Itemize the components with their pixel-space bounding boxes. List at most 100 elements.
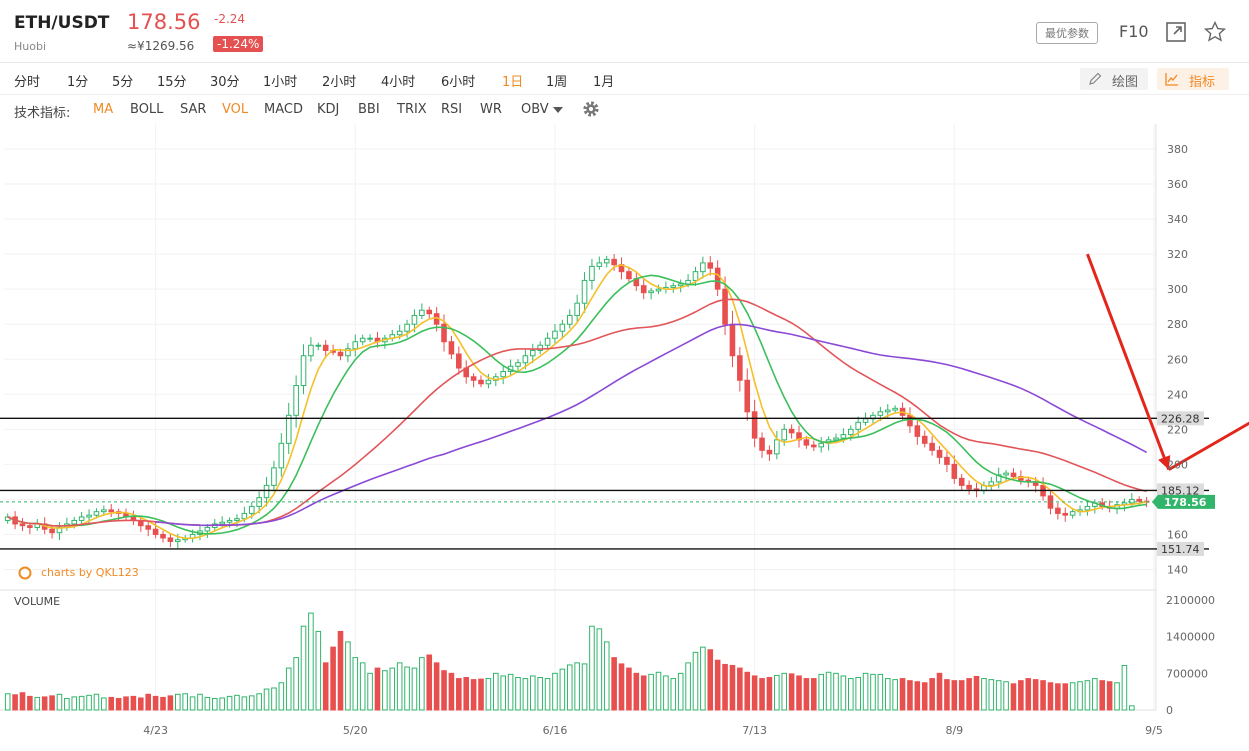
ind-sar[interactable]: SAR xyxy=(180,102,207,117)
candle-body xyxy=(152,528,159,535)
volume-bar xyxy=(4,693,11,711)
expand-icon[interactable] xyxy=(1164,20,1188,44)
volume-bar xyxy=(899,678,906,711)
volume-bar xyxy=(663,675,669,711)
candle-body xyxy=(522,355,529,364)
ind-trix[interactable]: TRIX xyxy=(397,102,427,117)
tf-1d[interactable]: 1日 xyxy=(502,75,524,90)
ind-wr[interactable]: WR xyxy=(480,102,502,117)
volume-bar xyxy=(175,693,181,711)
volume-bar xyxy=(71,696,78,711)
ind-kdj[interactable]: KDJ xyxy=(317,102,340,117)
volume-bar xyxy=(34,696,41,711)
candle-body xyxy=(293,385,299,416)
volume-bar xyxy=(308,612,314,711)
support-resistance-lines: 226.28 185.12 151.74 178.56 xyxy=(0,411,1215,556)
tf-1mo[interactable]: 1月 xyxy=(593,75,615,90)
x-tick-label: 5/20 xyxy=(343,724,368,737)
candle-body xyxy=(300,355,307,387)
volume-bar xyxy=(285,667,292,711)
star-icon[interactable] xyxy=(1203,20,1227,44)
candle-body xyxy=(552,330,558,339)
volume-bar xyxy=(404,666,410,711)
candle-body xyxy=(951,463,958,479)
volume-bar xyxy=(234,694,240,711)
draw-button[interactable]: 绘图 xyxy=(1080,68,1148,90)
volume-bar xyxy=(493,672,499,711)
volume-bar xyxy=(248,695,255,711)
volume-bar xyxy=(197,693,203,711)
kline-chart[interactable]: 226.28 185.12 151.74 178.56 140 160 200 220 240… xyxy=(0,124,1249,751)
tf-1m[interactable]: 1分 xyxy=(67,75,89,90)
candle-body xyxy=(574,302,580,316)
tf-6h[interactable]: 6小时 xyxy=(441,75,476,90)
candle-body xyxy=(448,341,455,355)
pair-title[interactable]: ETH/USDT xyxy=(14,13,110,33)
volume-bar xyxy=(840,675,847,711)
moving-average-lines xyxy=(7,264,1147,540)
volume-bar xyxy=(263,688,270,711)
volume-bar xyxy=(300,625,307,711)
volume-bar xyxy=(182,693,188,711)
ind-macd[interactable]: MACD xyxy=(264,102,303,117)
volume-bar xyxy=(152,695,159,711)
chevron-down-icon[interactable] xyxy=(553,107,563,113)
ind-vol[interactable]: VOL xyxy=(222,102,249,117)
ma-line-ma30 xyxy=(7,298,1147,527)
volume-bar xyxy=(470,679,477,711)
volume-bar xyxy=(411,667,418,711)
candle-body xyxy=(441,323,447,343)
ind-ma[interactable]: MA xyxy=(93,102,114,117)
volume-bar xyxy=(1121,664,1128,711)
candle-body xyxy=(929,442,935,451)
volume-bar xyxy=(803,678,810,711)
candle-body xyxy=(626,271,632,280)
volume-bar xyxy=(670,678,677,711)
volume-bar xyxy=(811,678,817,711)
candle-body xyxy=(411,314,418,325)
ind-rsi[interactable]: RSI xyxy=(441,102,463,117)
candle-body xyxy=(515,362,521,367)
ind-bbi[interactable]: BBI xyxy=(358,102,380,117)
tf-5m[interactable]: 5分 xyxy=(112,75,134,90)
indicator-button[interactable]: 指标 xyxy=(1157,68,1229,90)
level-label: 151.74 xyxy=(1161,543,1200,556)
tf-1w[interactable]: 1周 xyxy=(546,75,568,90)
tf-fenshi[interactable]: 分时 xyxy=(14,75,41,90)
x-tick-label: 7/13 xyxy=(742,724,767,737)
candle-body xyxy=(49,528,55,534)
volume-bar xyxy=(485,678,492,711)
candle-body xyxy=(359,337,366,343)
gear-icon[interactable] xyxy=(582,100,600,118)
f10-button[interactable]: F10 xyxy=(1119,22,1149,41)
candle-body xyxy=(559,323,566,332)
volume-bar xyxy=(256,693,262,711)
candle-body xyxy=(315,344,322,347)
best-params-button[interactable]: 最优参数 xyxy=(1036,22,1098,44)
level-label-bg xyxy=(1157,411,1204,426)
zigzag-segment xyxy=(1086,253,1171,471)
indicator-title: 技术指标: xyxy=(14,106,71,121)
candle-body xyxy=(478,379,484,385)
volume-bar xyxy=(951,680,958,711)
volume-bar xyxy=(1106,681,1113,711)
y-tick-label: 200 xyxy=(1167,458,1188,471)
tf-2h[interactable]: 2小时 xyxy=(322,75,357,90)
ind-boll[interactable]: BOLL xyxy=(130,102,164,117)
tf-30m[interactable]: 30分 xyxy=(210,75,240,90)
ind-obv[interactable]: OBV xyxy=(521,102,549,117)
tf-15m[interactable]: 15分 xyxy=(157,75,187,90)
volume-bar xyxy=(1055,683,1061,711)
tf-1h[interactable]: 1小时 xyxy=(263,75,298,90)
y-tick-label: 280 xyxy=(1167,318,1188,331)
volume-bar xyxy=(559,668,566,711)
volume-bar xyxy=(995,680,1002,711)
volume-bar xyxy=(374,667,381,711)
tf-4h[interactable]: 4小时 xyxy=(381,75,416,90)
y-tick-label: 140 xyxy=(1167,563,1188,576)
candle-body xyxy=(566,314,573,325)
x-tick-label: 6/16 xyxy=(543,724,568,737)
candle-body xyxy=(958,477,965,486)
candle-body xyxy=(596,262,603,267)
volume-bar xyxy=(1129,705,1135,711)
